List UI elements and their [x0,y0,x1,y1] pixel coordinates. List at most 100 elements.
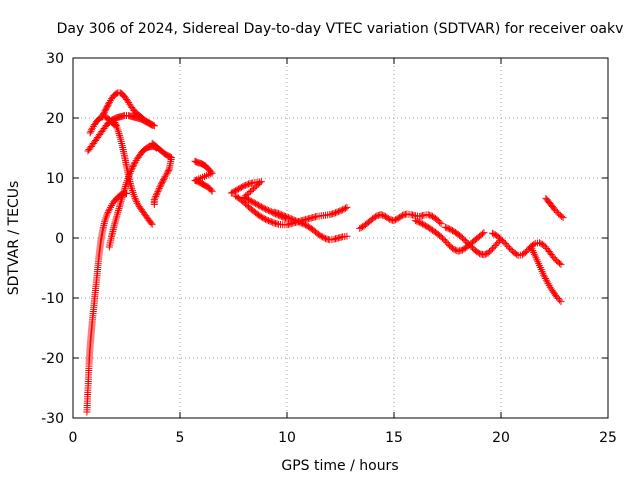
data-point [377,211,385,219]
data-point [448,227,456,235]
x-tick-label: 15 [385,430,403,446]
data-point [156,183,164,191]
data-point [448,244,456,252]
data-point [437,220,445,228]
data-point [257,203,265,211]
data-point [336,207,344,215]
data-point [480,251,488,259]
data-point [277,211,285,219]
data-point [207,186,215,194]
data-point [133,199,141,207]
data-point [128,185,136,193]
data-point [289,215,297,223]
data-point [529,247,537,255]
data-point [126,169,134,177]
data-point [420,221,428,229]
data-point [540,271,548,279]
data-point [488,245,496,253]
data-point [242,194,250,202]
data-point [553,293,561,301]
data-point [555,259,563,267]
data-point [303,222,311,230]
data-point [293,217,301,225]
data-point [119,190,127,198]
series-arc-return [148,139,175,208]
series-arc-rising-left [83,189,130,416]
data-point [478,230,486,238]
x-tick-label: 10 [278,430,296,446]
data-point [105,100,113,108]
data-point [254,201,262,209]
data-point [528,245,536,253]
data-point [105,207,113,215]
series-arc-f2 [527,243,565,306]
data-point [111,119,119,126]
data-point [545,281,553,289]
data-point [208,187,216,195]
data-point [115,205,123,213]
data-point [490,243,498,251]
data-point [417,219,425,227]
series-arc-upper-left [86,113,120,137]
data-point [339,206,347,214]
data-point [413,217,421,225]
data-point [244,196,252,204]
data-point [474,249,482,257]
data-point [148,220,156,228]
data-point [423,222,431,230]
data-point [246,196,254,204]
data-point [236,184,244,192]
data-point [540,241,548,249]
data-point [297,219,305,227]
data-point [337,206,345,214]
data-point [542,276,550,284]
data-point [240,182,248,190]
data-point [116,203,124,211]
series-arc-peak [99,89,158,130]
data-point [263,216,271,224]
data-point [164,168,172,176]
data-point [500,238,508,246]
data-point [283,213,291,221]
data-point [108,202,116,210]
series-arc-e1 [356,210,445,232]
data-point [103,210,111,218]
data-point [424,211,432,219]
data-point [416,218,424,226]
data-point [127,167,135,175]
data-point [114,126,122,134]
data-point [279,211,287,219]
data-point [263,206,271,214]
data-point [125,171,133,179]
series-arc-cross [105,142,160,251]
data-point [252,200,260,208]
data-point [343,203,351,211]
data-point [384,214,392,222]
data-point [390,217,398,225]
data-point [276,210,284,218]
data-point [131,194,139,202]
data-point [250,199,258,207]
data-point [127,181,135,189]
data-point [233,186,241,194]
data-point [256,202,264,210]
data-point [155,186,163,194]
data-point [504,243,512,251]
data-point [371,213,379,221]
data-point [157,181,165,189]
data-point [128,164,136,172]
y-tick-label: 10 [46,171,64,187]
data-point [88,126,96,134]
x-tick-label: 0 [69,430,78,446]
data-point [557,298,565,306]
data-point [243,181,251,189]
data-point [245,189,253,197]
data-point [481,250,489,258]
data-point [243,195,251,203]
data-point [397,212,405,220]
data-point [260,204,268,212]
data-point [259,214,267,222]
series-arc-f3 [542,194,567,222]
data-point [119,191,127,199]
data-point [251,183,259,191]
